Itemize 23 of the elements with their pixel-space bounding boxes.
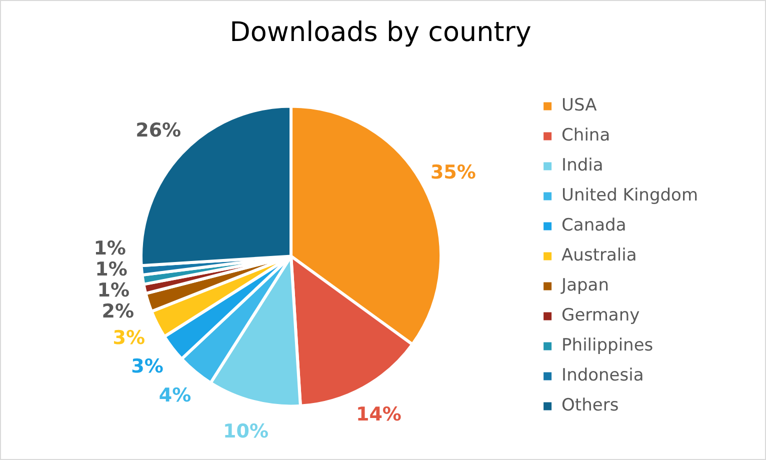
legend-label: Germany (562, 306, 640, 326)
data-label: 4% (158, 384, 192, 406)
legend-label: Australia (562, 246, 637, 266)
chart-title: Downloads by country (230, 17, 532, 48)
legend-label: Others (562, 396, 619, 416)
data-label: 10% (223, 420, 269, 442)
legend-label: United Kingdom (562, 186, 698, 206)
legend-label: USA (562, 96, 598, 116)
legend-label: Philippines (562, 336, 654, 356)
data-label: 26% (136, 120, 182, 142)
legend-label: Canada (562, 216, 626, 236)
legend-label: China (562, 126, 610, 146)
data-label: 2% (102, 300, 134, 322)
data-label: 1% (94, 237, 126, 260)
legend-label: India (562, 156, 604, 176)
data-label: 3% (131, 356, 164, 378)
data-label: 1% (97, 279, 130, 302)
data-label: 1% (95, 258, 128, 280)
legend-label: Indonesia (562, 366, 644, 386)
data-label: 35% (430, 162, 476, 184)
data-label: 14% (356, 404, 402, 426)
legend-label: Japan (560, 276, 609, 296)
data-label: 3% (112, 326, 145, 349)
